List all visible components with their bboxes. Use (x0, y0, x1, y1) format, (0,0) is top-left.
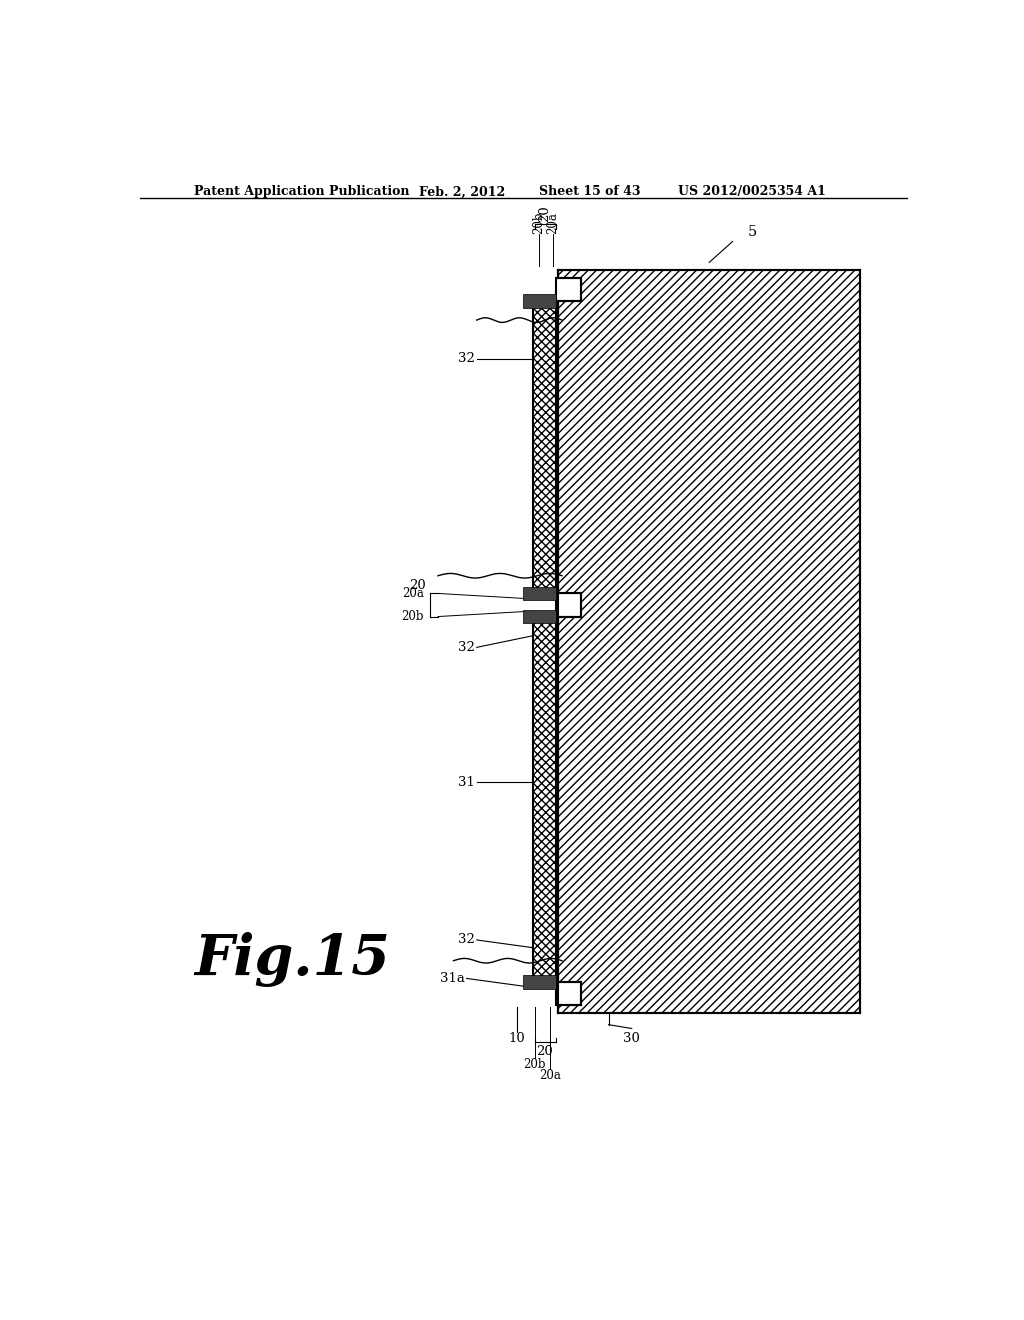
Text: 20b: 20b (401, 610, 424, 623)
Polygon shape (532, 301, 556, 594)
Text: 20a: 20a (402, 587, 424, 601)
Text: 10: 10 (509, 1032, 525, 1045)
Polygon shape (523, 610, 556, 623)
Text: 31a: 31a (440, 972, 465, 985)
Text: Sheet 15 of 43: Sheet 15 of 43 (539, 185, 640, 198)
Text: 20: 20 (539, 205, 552, 222)
Text: 32: 32 (459, 933, 475, 946)
Polygon shape (523, 586, 556, 601)
Text: 31: 31 (459, 776, 475, 788)
Text: 20a: 20a (540, 1069, 561, 1081)
Text: 20a: 20a (546, 213, 559, 234)
Polygon shape (556, 277, 582, 301)
Polygon shape (558, 271, 860, 1014)
Polygon shape (532, 616, 556, 982)
Polygon shape (523, 975, 556, 989)
Text: 5: 5 (748, 226, 758, 239)
Text: 20b: 20b (532, 211, 545, 234)
Text: 32: 32 (459, 640, 475, 653)
Text: Fig.15: Fig.15 (194, 932, 390, 987)
Text: US 2012/0025354 A1: US 2012/0025354 A1 (678, 185, 826, 198)
Text: 20: 20 (537, 1045, 553, 1059)
Text: 32: 32 (459, 352, 475, 366)
Text: Patent Application Publication: Patent Application Publication (194, 185, 410, 198)
Polygon shape (523, 294, 556, 308)
Polygon shape (556, 594, 582, 616)
Text: 20: 20 (410, 579, 426, 593)
Polygon shape (556, 982, 582, 1006)
Text: Feb. 2, 2012: Feb. 2, 2012 (419, 185, 505, 198)
Text: 30: 30 (624, 1032, 640, 1045)
Text: 20b: 20b (523, 1057, 546, 1071)
